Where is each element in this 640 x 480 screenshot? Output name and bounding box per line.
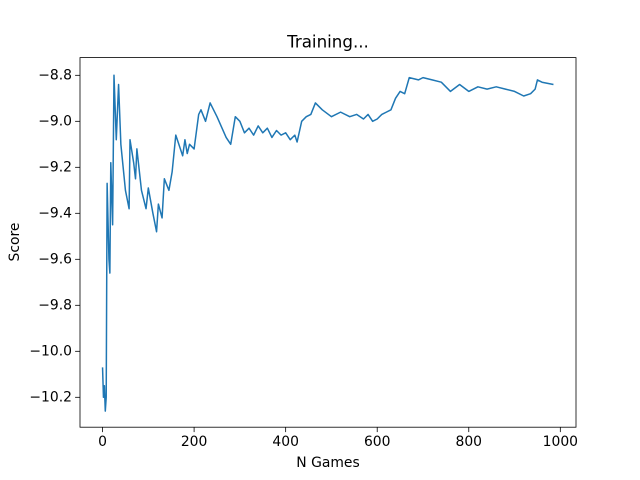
x-tick-label: 200 [181,434,208,450]
y-tick-label: −10.0 [29,343,72,359]
y-tick-label: −9.2 [38,159,72,175]
plot-frame [79,57,577,428]
x-tick-label: 1000 [543,434,578,450]
x-tick-label: 400 [272,434,299,450]
line-series [101,74,554,412]
x-tick-label: 0 [98,434,107,450]
y-tick-label: −10.2 [29,389,72,405]
x-axis-label: N Games [296,455,359,471]
y-tick-label: −9.0 [38,113,72,129]
y-tick-label: −9.4 [38,205,72,221]
y-axis-label: Score [7,223,23,262]
y-tick-label: −9.6 [38,251,72,267]
y-tick-label: −9.8 [38,297,72,313]
x-tick-label: 600 [364,434,391,450]
x-tick-label: 800 [456,434,483,450]
y-tick-label: −8.8 [38,67,72,83]
chart-title: Training... [286,32,369,52]
